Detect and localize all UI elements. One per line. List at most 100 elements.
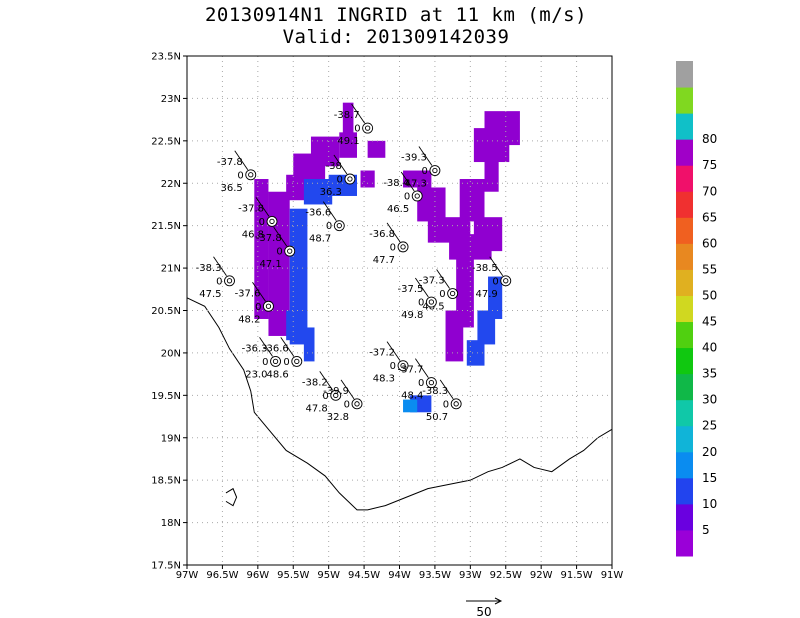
station-inner-circle [272, 358, 279, 365]
y-tick-label: 22.5N [151, 136, 181, 147]
x-tick-label: 93W [459, 570, 482, 581]
station-plot: -37.8 047.1 [256, 226, 296, 270]
colorbar-segment [676, 191, 693, 218]
wind-cell [417, 187, 446, 222]
y-tick-label: 20.5N [151, 306, 181, 317]
colorbar-label: 75 [702, 158, 717, 172]
station-inner-circle [294, 358, 300, 365]
colorbar-label: 30 [702, 393, 717, 407]
y-tick-label: 22N [161, 179, 181, 190]
station-temp-label: -37.8 [256, 233, 282, 244]
colorbar-segment [676, 347, 693, 375]
station-dew-label: 0 [322, 391, 328, 402]
x-tick-label: 94.5W [348, 570, 380, 581]
station-temp-label: -38.5 [472, 263, 498, 274]
station-value-label: 32.8 [327, 412, 349, 423]
wind-barb [252, 282, 266, 302]
station-circle [224, 275, 235, 287]
station-dew-label: 0 [344, 399, 350, 410]
colorbar-label: 10 [702, 497, 717, 511]
y-tick-label: 19N [161, 433, 181, 444]
wind-cell [473, 217, 503, 252]
wind-cell [473, 128, 510, 163]
station-temp-label: -37.2 [369, 348, 395, 359]
wind-barb [333, 154, 348, 175]
station-dew-label: 0 [354, 124, 360, 135]
station-dew-label: 0 [418, 378, 424, 389]
station-inner-circle [226, 278, 233, 284]
y-tick-label: 19.5N [151, 391, 181, 402]
y-tick-label: 18.5N [151, 476, 181, 487]
x-tick-label: 91.5W [561, 570, 593, 581]
station-circle [270, 355, 281, 367]
station-value-label: 47.9 [475, 289, 497, 300]
station-plot: -38.2 047.8 [302, 371, 342, 414]
wind-barb [322, 201, 337, 221]
station-dew-label: 0 [418, 298, 424, 309]
station-value-label: 48.4 [401, 391, 423, 402]
station-inner-circle [269, 218, 275, 225]
y-tick-label: 23.5N [151, 52, 181, 63]
station-inner-circle [287, 248, 293, 254]
station-value-label: 50.7 [426, 412, 448, 423]
station-dew-label: 0 [255, 302, 261, 313]
station-circle [500, 275, 512, 287]
station-plot: -37.2 0 48.3 [369, 341, 409, 385]
wind-cell [342, 102, 354, 137]
colorbar-segment [676, 529, 693, 557]
wind-cell [367, 140, 386, 158]
station-dew-label: 0 [422, 166, 428, 177]
reference-vector-arrowhead [494, 597, 503, 605]
station-dew-label: 0 [326, 221, 332, 232]
station-circle [284, 245, 296, 257]
x-tick-label: 93.5W [419, 570, 451, 581]
colorbar-label: 15 [702, 471, 717, 485]
x-tick-label: 96W [247, 570, 270, 581]
station-dew-label: 0 [404, 191, 410, 202]
wind-cell [456, 251, 474, 328]
colorbar-segment [676, 243, 693, 270]
x-tick-label: 91W [601, 570, 624, 581]
station-inner-circle [333, 392, 339, 398]
station-circle [351, 398, 363, 410]
wind-barb [415, 358, 429, 378]
wind-barb [234, 150, 249, 171]
station-circle [429, 165, 441, 176]
station-plot: -36.6 048.6 [263, 337, 303, 380]
station-circle [291, 355, 303, 367]
y-tick-label: 21.5N [151, 221, 181, 232]
y-tick-label: 20N [161, 348, 181, 359]
station-plot: -37.8 0 36.5 [217, 150, 257, 194]
station-plots: -38.7049.1-37.8036.5-38036.3-39.3047.3-3… [196, 103, 512, 423]
colorbar-label: 60 [702, 236, 717, 250]
colorbar-label: 45 [702, 315, 717, 329]
station-temp-label: -38 [326, 161, 342, 172]
station-plot: -38.5 0 47.9 [472, 256, 512, 300]
station-dew-label: 0 [216, 276, 222, 287]
station-inner-circle [364, 125, 371, 131]
colorbar-segment [676, 113, 693, 140]
wind-barb [340, 379, 355, 400]
station-plot: -37.7 0 48.4 [398, 358, 437, 402]
station-temp-label: -39.3 [401, 153, 427, 164]
station-inner-circle [428, 379, 435, 386]
station-dew-label: 0 [492, 276, 498, 287]
station-value-label: 36.5 [220, 183, 242, 194]
station-circle [266, 215, 278, 227]
station-circle [362, 122, 374, 134]
station-plot: -39.3 0 47.3 [401, 146, 441, 190]
station-circle [450, 398, 462, 410]
wind-barb [351, 103, 365, 124]
x-tick-label: 92.5W [490, 570, 522, 581]
station-plot: -37.6 048.2 [235, 282, 274, 325]
station-temp-label: -38.7 [334, 110, 360, 121]
station-circle [397, 360, 409, 372]
station-dew-label: 0 [443, 399, 449, 410]
station-dew-label: 0 [237, 170, 243, 181]
x-tick-label: 92W [530, 570, 553, 581]
station-plot: -38 036.3 [320, 154, 356, 198]
station-temp-label: -36.3 [242, 343, 268, 354]
station-plot: -37.8 046.8 [238, 197, 278, 240]
wind-cell [310, 136, 340, 167]
